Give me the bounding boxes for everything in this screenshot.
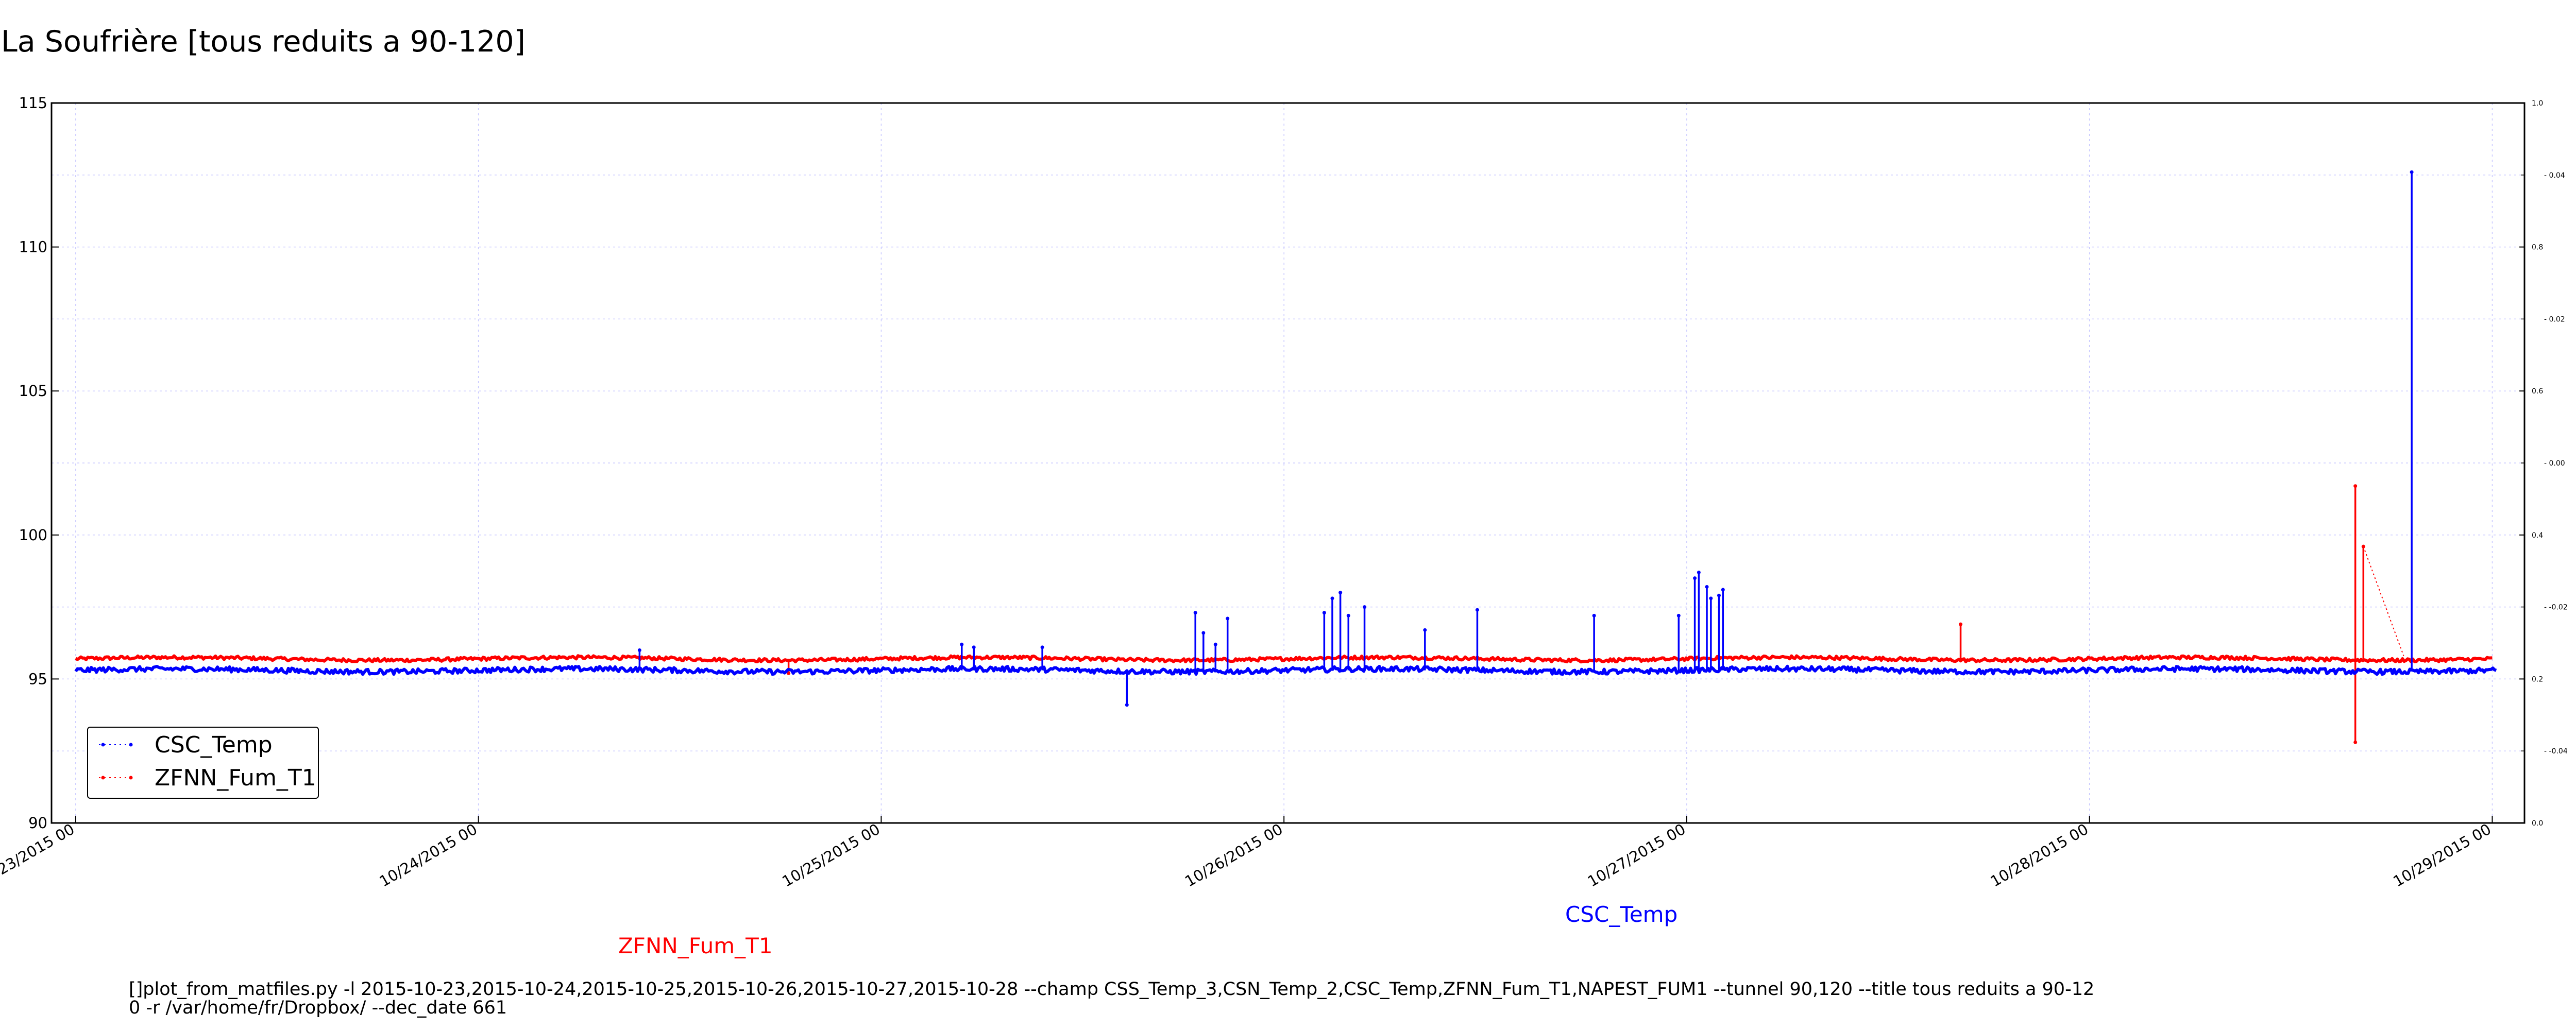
legend-label-zfnn: ZFNN_Fum_T1 — [155, 765, 316, 791]
right-outer-tick-label: 0.0 — [2532, 819, 2543, 828]
spike-point-0 — [1226, 616, 1230, 621]
spike-point-0 — [1322, 611, 1326, 615]
spike-point-1 — [2361, 544, 2365, 548]
spike-point-1 — [2353, 484, 2358, 488]
legend-label-csc: CSC_Temp — [155, 732, 273, 758]
command-line-2: 0 -r /var/home/fr/Dropbox/ --dec_date 66… — [129, 998, 507, 1018]
spike-point-1 — [787, 671, 791, 675]
y-axis-left: 90 95 100 105 110 115 — [19, 94, 59, 832]
spike-point-0 — [1693, 576, 1697, 580]
spike-point-0 — [2410, 170, 2414, 174]
right-outer-tick-label: 1.0 — [2532, 99, 2543, 108]
x-tick-label: 10/25/2015 00 — [779, 820, 883, 890]
x-tick-label: 10/27/2015 00 — [1585, 820, 1689, 890]
series-layer — [74, 170, 2497, 744]
spike-point-1 — [2353, 740, 2358, 744]
zfnn-decay — [2363, 546, 2404, 657]
right-outer-tick-label: 0.6 — [2532, 387, 2543, 396]
y-tick-label: 100 — [19, 526, 47, 544]
series-line-1 — [75, 654, 2493, 664]
right-outer-tick-label: 0.2 — [2532, 675, 2543, 683]
spike-point-0 — [1697, 570, 1701, 574]
spike-point-0 — [1676, 613, 1681, 617]
spike-point-0 — [1193, 611, 1197, 615]
y-tick-label: 105 — [19, 382, 47, 400]
right-inner-tick-label: - 0.04 — [2544, 171, 2565, 180]
legend-marker-csc-2 — [129, 743, 133, 747]
spike-point-0 — [1363, 605, 1367, 609]
y-tick-label: 90 — [28, 814, 47, 832]
series-line-0 — [74, 664, 2497, 676]
spike-point-0 — [1592, 613, 1596, 617]
legend: CSC_Temp ZFNN_Fum_T1 — [87, 727, 319, 799]
right-inner-tick-label: - 0.02 — [2544, 315, 2565, 323]
spike-point-0 — [972, 645, 976, 649]
x-tick-label: 10/24/2015 00 — [376, 820, 480, 890]
x-tick-label: 10/29/2015 00 — [2390, 820, 2494, 890]
spike-point-1 — [1959, 622, 1963, 626]
chart-title: La Soufrière [tous reduits a 90-120] — [1, 25, 526, 59]
right-outer-tick-label: 0.4 — [2532, 531, 2543, 540]
right-inner-tick-label: - 0.00 — [2544, 459, 2565, 468]
legend-marker-zfnn-2 — [129, 776, 133, 780]
csc-series-label: CSC_Temp — [1565, 902, 1677, 927]
x-tick-label: 10/28/2015 00 — [1987, 820, 2091, 890]
spike-point-0 — [1346, 613, 1350, 617]
spike-point-0 — [1125, 703, 1129, 707]
right-inner-tick-label: - -0.02 — [2544, 604, 2568, 612]
x-tick-label: 10/26/2015 00 — [1182, 820, 1286, 890]
spike-point-0 — [637, 648, 641, 652]
spike-point-0 — [1213, 642, 1217, 646]
legend-marker-zfnn — [101, 776, 105, 780]
legend-box — [87, 727, 319, 799]
command-line-1: []plot_from_matfiles.py -l 2015-10-23,20… — [129, 979, 2094, 1000]
spike-point-0 — [1705, 585, 1709, 589]
spike-point-0 — [1709, 596, 1713, 600]
spike-point-0 — [1040, 645, 1044, 649]
spike-point-0 — [1475, 608, 1479, 612]
spike-point-0 — [1423, 628, 1427, 632]
grid-layer — [52, 103, 2524, 823]
x-axis: 10/23/2015 00 10/24/2015 00 10/25/2015 00 1… — [0, 816, 2494, 890]
y-tick-label: 115 — [19, 94, 47, 112]
spike-point-0 — [1721, 588, 1725, 592]
right-inner-tick-label: - -0.04 — [2544, 747, 2568, 756]
spike-point-0 — [1330, 596, 1334, 600]
y-tick-label: 95 — [28, 670, 47, 688]
legend-marker-csc — [101, 743, 105, 747]
spike-point-0 — [1338, 591, 1343, 595]
right-outer-tick-label: 0.8 — [2532, 244, 2543, 252]
spike-point-0 — [1201, 631, 1206, 635]
spike-point-0 — [960, 642, 964, 646]
y-axis-right: 0.0 0.2 0.4 0.6 0.8 1.0 - -0.04 - -0.02 - 0.00 - … — [2519, 99, 2568, 828]
y-tick-label: 110 — [19, 238, 47, 256]
zfnn-series-label: ZFNN_Fum_T1 — [618, 933, 773, 958]
spike-point-0 — [1717, 593, 1721, 597]
